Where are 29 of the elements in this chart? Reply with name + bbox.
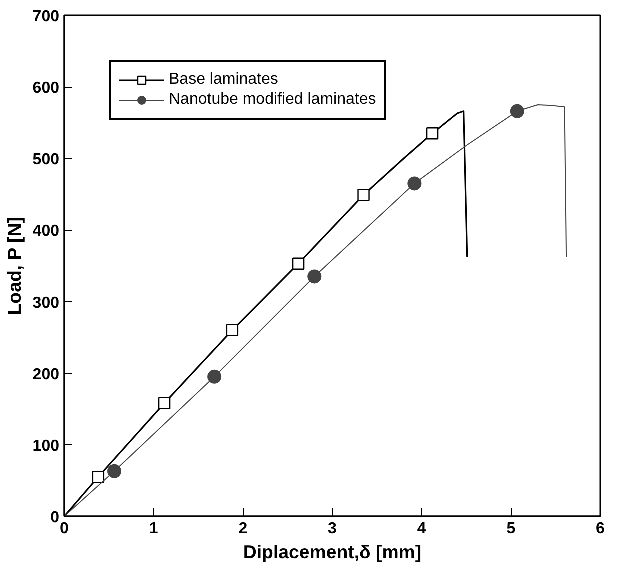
x-axis-title: Diplacement,δ [mm] [243, 542, 422, 562]
point [510, 104, 524, 118]
y-tick-label: 100 [32, 438, 60, 455]
point [158, 397, 171, 410]
y-tick-label: 300 [32, 294, 60, 312]
x-tick-label: 2 [238, 520, 248, 538]
legend-label: Base laminates [169, 71, 278, 89]
y-axis-title: Load, P [N] [4, 217, 25, 316]
y-tick-label: 400 [32, 223, 60, 240]
y-tick-label: 600 [32, 80, 60, 98]
y-tick-label: 200 [32, 366, 60, 384]
point [226, 324, 239, 337]
point [208, 370, 222, 384]
y-tick-label: 700 [32, 8, 60, 26]
x-tick-label: 1 [149, 520, 158, 538]
legend-label: Nanotube modified laminates [169, 91, 376, 109]
point [92, 471, 105, 484]
x-tick-label: 5 [506, 520, 516, 538]
y-tick-label: 0 [50, 510, 60, 526]
point [358, 189, 370, 202]
point [408, 176, 422, 191]
point [108, 464, 122, 478]
point [426, 127, 439, 140]
x-tick-label: 6 [596, 520, 606, 538]
y-tick-label: 500 [32, 152, 60, 169]
point [292, 258, 305, 270]
x-tick-label: 3 [328, 520, 338, 538]
point [308, 270, 322, 284]
x-tick-label: 4 [417, 520, 426, 538]
